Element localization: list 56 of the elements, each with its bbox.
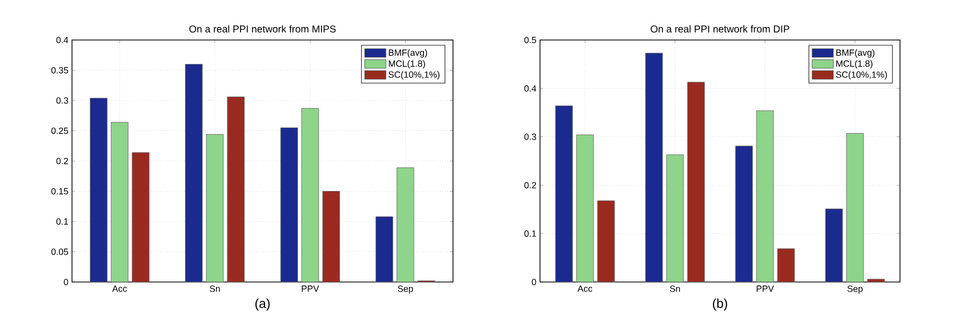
y-tick-label: 0.3 [524, 134, 536, 140]
text: (a) [255, 298, 270, 311]
bar [132, 152, 150, 282]
bar [280, 127, 298, 282]
y-tick-label: 0.4 [524, 85, 536, 92]
y-tick-label: 0.35 [51, 67, 68, 74]
bar [645, 52, 663, 282]
legend-label: SC(10%,1%) [836, 71, 887, 80]
legend-label: MCL(1.8) [836, 60, 872, 69]
bar [376, 216, 394, 282]
bar [555, 106, 573, 282]
y-tick-label: 0.1 [56, 218, 68, 225]
bar [576, 134, 594, 282]
y-tick-label: 0.05 [51, 248, 68, 255]
bar [597, 200, 615, 282]
x-tick-label: PPV [302, 286, 320, 292]
bar [777, 248, 795, 282]
y-tick-label: 0.2 [56, 158, 68, 164]
legend-label: BMF(avg) [836, 49, 874, 58]
x-tick-label: Sn [210, 286, 220, 292]
x-tick-label: Sep [398, 286, 413, 294]
bar [90, 98, 108, 282]
legend-label: SC(10%,1%) [388, 71, 440, 80]
x-tick-label: Sep [847, 286, 863, 294]
y-tick-label: 0.15 [51, 188, 68, 194]
y-tick-label: 0.3 [56, 97, 68, 104]
text: (b) [712, 298, 728, 311]
bar [396, 167, 414, 282]
bar [110, 122, 128, 282]
x-tick-label: Acc [112, 286, 127, 292]
x-tick-label: Acc [578, 286, 592, 292]
bar [735, 146, 753, 282]
y-tick-label: 0 [532, 278, 536, 286]
y-tick-label: 0.4 [56, 36, 68, 44]
bar [756, 110, 774, 282]
chart-title: On a real PPI network from DIP [650, 25, 790, 32]
bar [846, 133, 864, 282]
x-tick-label: Sn [670, 286, 680, 292]
y-tick-label: 0.2 [524, 182, 536, 188]
y-tick-label: 0 [64, 278, 68, 286]
bar [301, 108, 319, 282]
bar [666, 154, 684, 282]
legend-label: BMF(avg) [388, 49, 427, 58]
bar [867, 278, 885, 282]
y-tick-label: 0.5 [524, 36, 536, 44]
x-tick-label: PPV [756, 286, 774, 292]
y-tick-label: 0.25 [51, 128, 68, 134]
bar [687, 82, 705, 282]
legend-label: MCL(1.8) [388, 60, 425, 69]
chart-title: On a real PPI network from MIPS [189, 25, 336, 32]
bar [227, 96, 245, 282]
y-tick-label: 0.1 [524, 230, 536, 237]
bar [322, 191, 340, 282]
bar [185, 64, 203, 282]
bar [206, 134, 224, 282]
bar [825, 208, 843, 282]
